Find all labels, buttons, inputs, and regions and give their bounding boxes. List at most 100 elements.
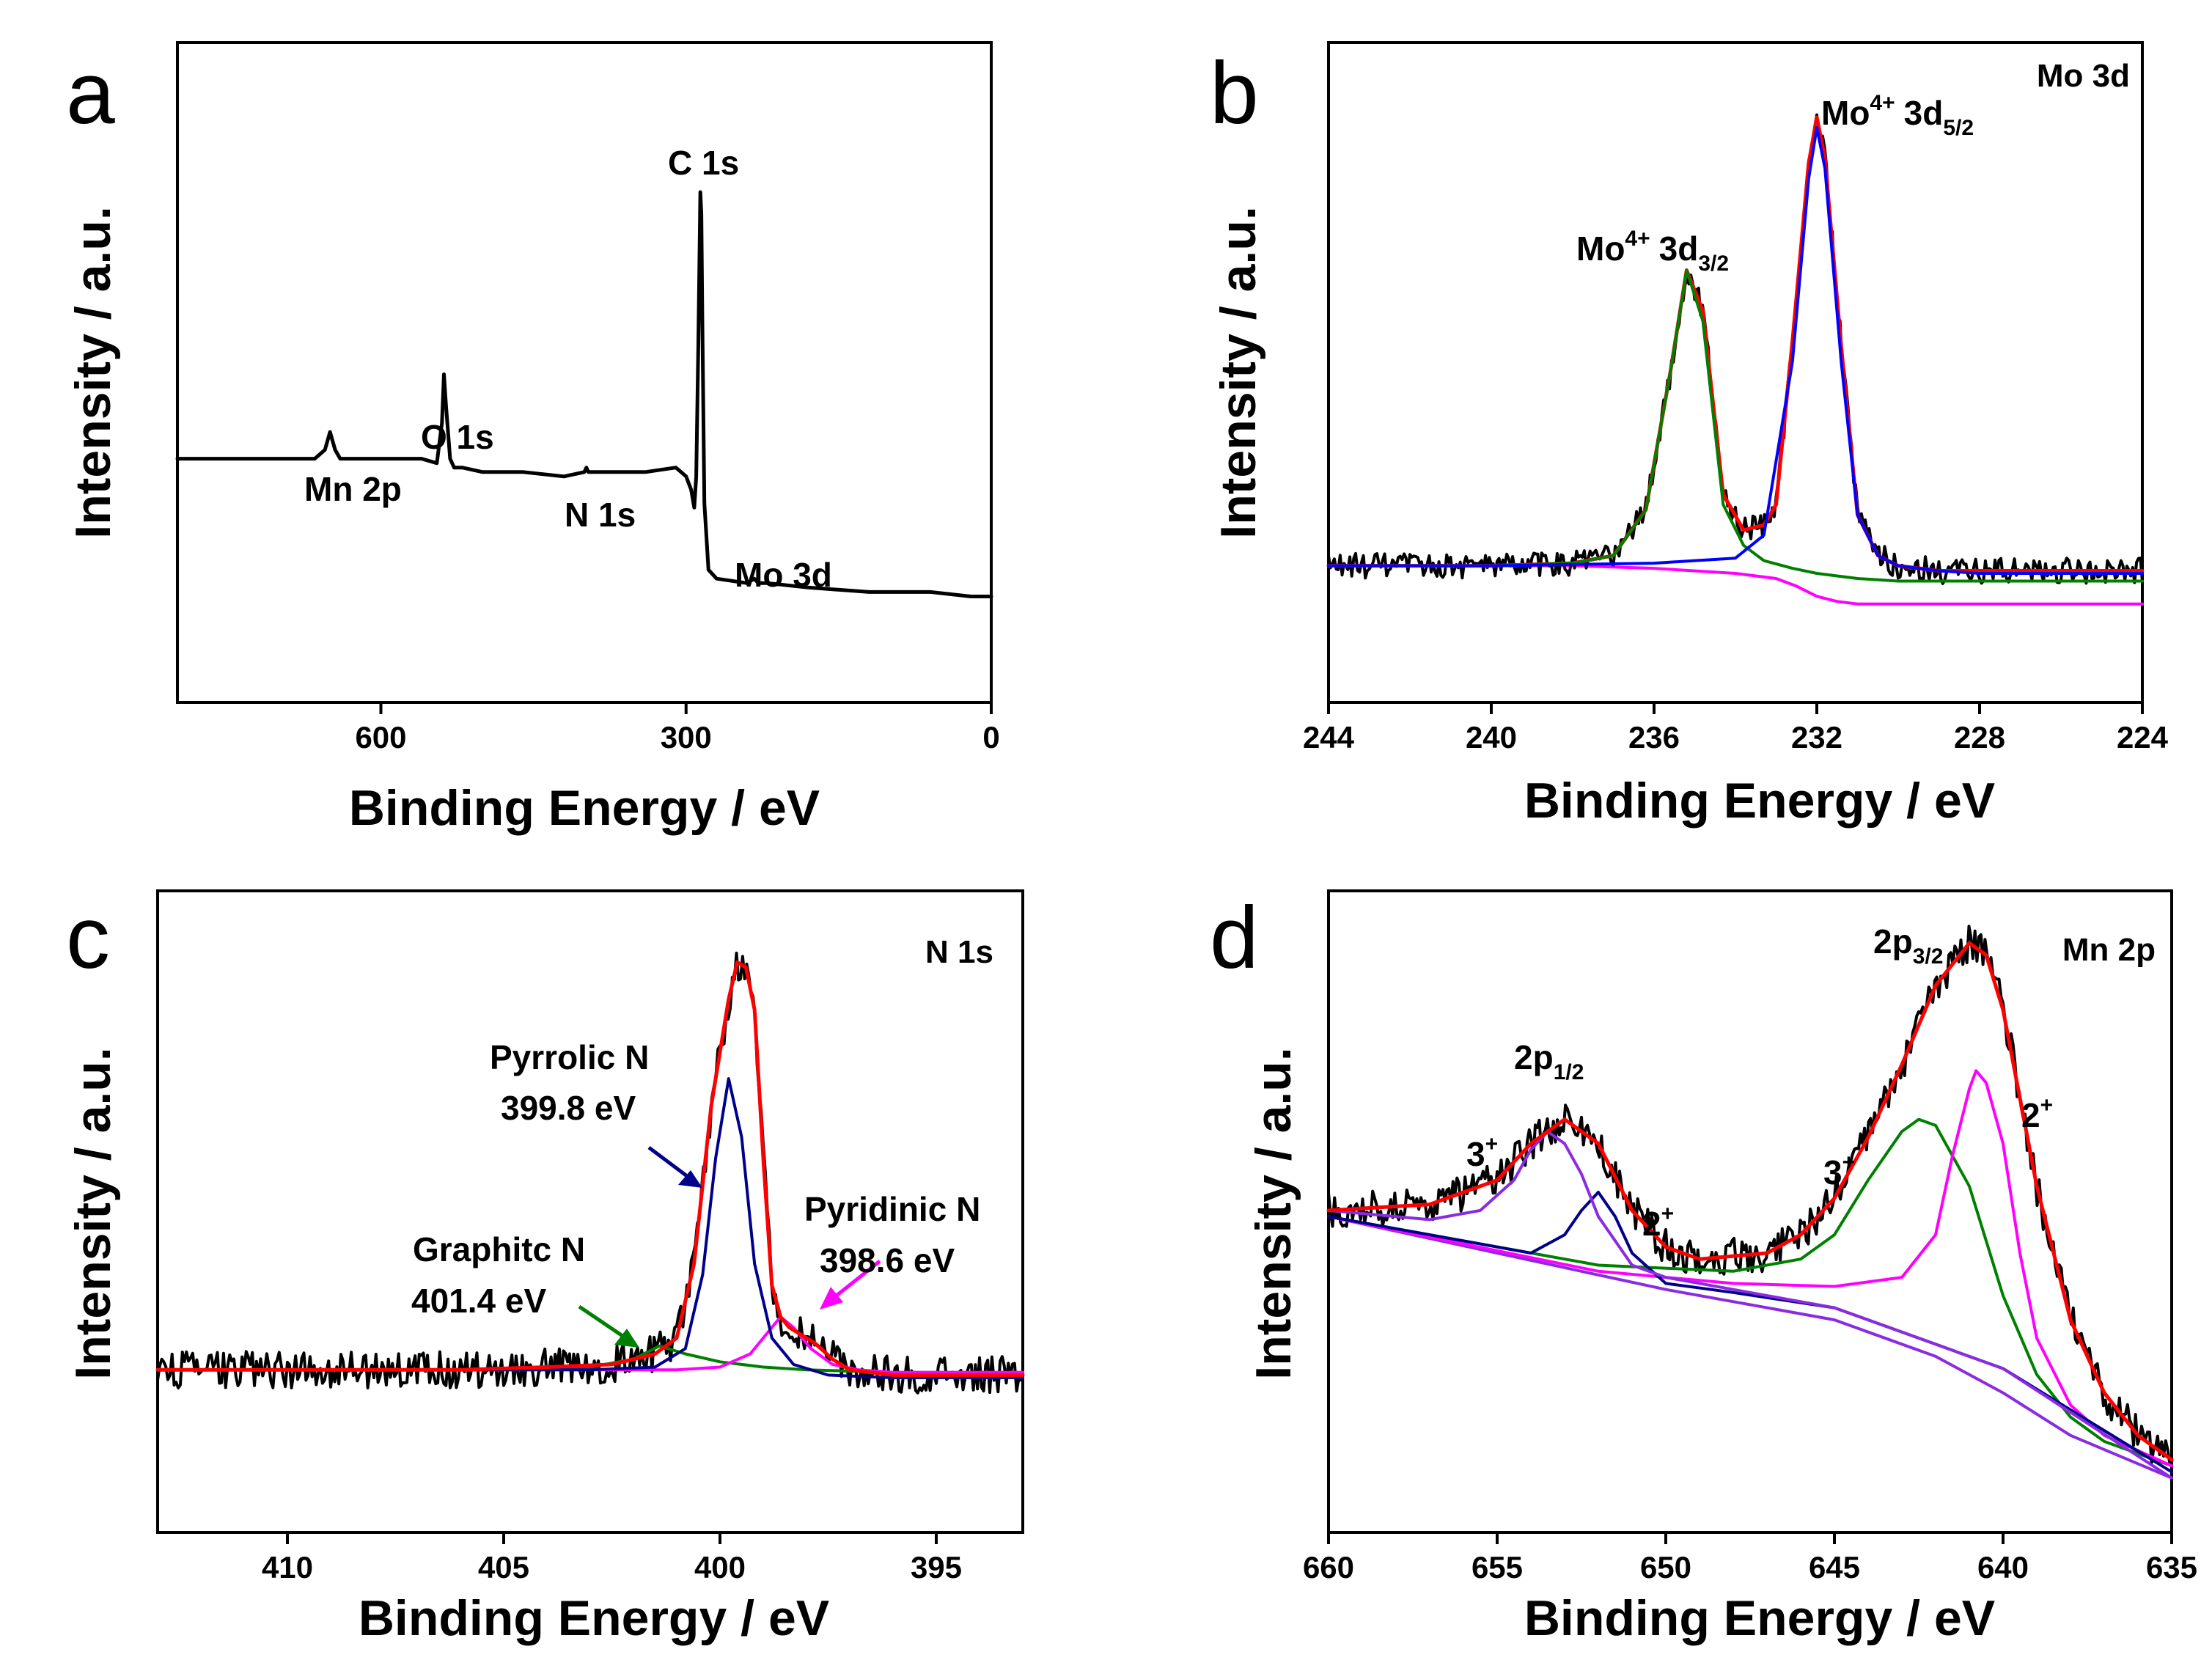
annotation-mn3-left: 3+ [1466, 1132, 1498, 1173]
x-ticks-c: 410 405 400 395 [262, 1532, 962, 1584]
x-axis-title-c: Binding Energy / eV [359, 1590, 829, 1646]
series-line-pyrrolic-n [156, 1077, 1024, 1379]
x-tick-label-c: 405 [478, 1550, 529, 1584]
series-line-mo-3d32 [1327, 268, 2144, 583]
x-tick-label-b: 240 [1466, 720, 1517, 754]
panel-letter-d: d [1210, 889, 1259, 987]
ann-d3-main: 3 [1466, 1135, 1485, 1173]
x-tick-label-b: 228 [1954, 720, 2005, 754]
y-axis-title-a: Intensity / a.u. [65, 206, 121, 538]
ann-d5-main: 3 [1823, 1153, 1842, 1191]
ann-b2-sub: 5/2 [1943, 116, 1974, 140]
series-line-envelope-b [1326, 115, 2145, 573]
x-tick-label-b: 236 [1628, 720, 1680, 754]
arrow-graphitic-line [578, 1304, 631, 1343]
panel-c: c N 1s Intensity / a.u. Binding Energy /… [65, 889, 1025, 1646]
x-tick-label-a: 600 [355, 720, 406, 754]
x-tick-label-a: 300 [661, 720, 712, 754]
region-label-c: N 1s [925, 934, 993, 970]
ann-b1-sup: 4+ [1625, 227, 1650, 251]
x-axis-title-b: Binding Energy / eV [1524, 773, 1995, 829]
series-group-b [1326, 113, 2145, 606]
series-group-d [1326, 925, 2174, 1480]
x-tick-label-d: 645 [1809, 1550, 1860, 1584]
y-axis-title-b: Intensity / a.u. [1210, 206, 1266, 538]
x-ticks-d: 660 655 650 645 640 635 [1303, 1532, 2197, 1584]
annotation-mo-3d52: Mo4+ 3d5/2 [1821, 91, 1974, 140]
panel-d: d Mn 2p Intensity / a.u. Binding Energy … [1210, 889, 2197, 1646]
x-tick-label-b: 244 [1303, 720, 1355, 754]
annotation-o-1s: O 1s [421, 418, 494, 456]
series-group-c [155, 951, 1025, 1395]
x-ticks-b: 244 240 236 232 228 224 [1303, 702, 2169, 754]
annotation-pyrrolic-value: 399.8 eV [501, 1089, 636, 1127]
ann-b2-tail: 3d [1904, 94, 1944, 132]
x-ticks-a: 600 300 0 [355, 702, 1000, 754]
ann-b2-sup: 4+ [1870, 91, 1895, 115]
annotation-n-1s: N 1s [565, 496, 636, 534]
ann-d3-sup: + [1485, 1132, 1499, 1156]
y-axis-title-c: Intensity / a.u. [65, 1047, 121, 1379]
x-tick-label-d: 635 [2146, 1550, 2197, 1584]
x-tick-label-d: 650 [1640, 1550, 1691, 1584]
series-line-background-b [1327, 564, 2144, 606]
series-line-mn2-2p32 [1327, 1069, 2173, 1468]
plot-frame-c [156, 889, 1024, 1534]
arrow-pyridinic-head [820, 1287, 843, 1310]
series-line-survey [175, 190, 993, 598]
panel-letter-b: b [1210, 44, 1259, 142]
x-tick-label-d: 660 [1303, 1550, 1354, 1584]
plot-frame-d [1327, 889, 2173, 1534]
annotation-graphitic-value: 401.4 eV [411, 1282, 546, 1320]
x-tick-label-c: 400 [694, 1550, 746, 1584]
panel-a: a Intensity / a.u. Binding Energy / eV 6… [65, 41, 1000, 836]
x-tick-label-b: 232 [1791, 720, 1842, 754]
series-line-experimental-b [1327, 113, 2144, 585]
ann-d5-sup: + [1842, 1150, 1856, 1175]
ann-b2-main: Mo [1821, 94, 1870, 132]
annotation-mn-2p: Mn 2p [304, 470, 402, 508]
series-line-experimental-d [1327, 925, 2173, 1469]
ann-d4-sup: + [1661, 1202, 1675, 1226]
annotation-c-1s: C 1s [668, 144, 739, 182]
plot-frame-b [1327, 41, 2144, 704]
ann-b1-main: Mo [1576, 229, 1625, 268]
annotation-mn3-right: 3+ [1823, 1150, 1855, 1191]
region-label-d: Mn 2p [2062, 932, 2156, 968]
arrow-pyridinic-line [828, 1260, 881, 1302]
series-group-a [175, 190, 993, 598]
ann-b1-sub: 3/2 [1698, 251, 1729, 276]
x-tick-label-a: 0 [982, 720, 999, 754]
x-axis-title-a: Binding Energy / eV [349, 780, 820, 836]
series-line-mn3-2p12 [1327, 1130, 2173, 1480]
ann-d4-main: 2 [1642, 1205, 1661, 1243]
plot-frame-a [176, 41, 993, 704]
panel-letter-a: a [66, 44, 115, 142]
panel-b: b Mo 3d Intensity / a.u. Binding Energy … [1210, 41, 2169, 829]
x-tick-label-d: 655 [1471, 1550, 1523, 1584]
annotation-graphitic-name: Graphitc N [413, 1230, 585, 1268]
x-tick-label-b: 224 [2117, 720, 2169, 754]
arrow-pyrrolic-line [647, 1146, 694, 1182]
annotation-2p32: 2p3/2 [1873, 922, 1943, 969]
series-line-mo-3d52 [1327, 125, 2144, 575]
region-label-b: Mo 3d [2037, 58, 2130, 94]
ann-d1-main: 2p [1514, 1038, 1554, 1076]
arrow-graphitic-head [614, 1329, 639, 1348]
ann-d6-sup: + [2040, 1093, 2054, 1117]
series-line-experimental-c [156, 951, 1024, 1395]
annotation-mn2-right: 2+ [2021, 1093, 2053, 1134]
ann-d6-main: 2 [2021, 1096, 2040, 1134]
x-tick-label-c: 410 [262, 1550, 313, 1584]
y-axis-title-d: Intensity / a.u. [1246, 1047, 1301, 1379]
annotation-pyridinic-value: 398.6 eV [820, 1241, 955, 1279]
arrow-pyrrolic-head [678, 1170, 702, 1188]
series-line-background-d [1327, 1215, 2173, 1480]
ann-d2-main: 2p [1873, 922, 1913, 961]
series-line-mn2-2p12 [1327, 1191, 2173, 1474]
annotation-pyridinic-name: Pyridinic N [804, 1190, 980, 1228]
series-line-envelope-d [1326, 941, 2174, 1462]
ann-b1-tail: 3d [1659, 229, 1699, 268]
ann-d1-sub: 1/2 [1554, 1060, 1584, 1084]
